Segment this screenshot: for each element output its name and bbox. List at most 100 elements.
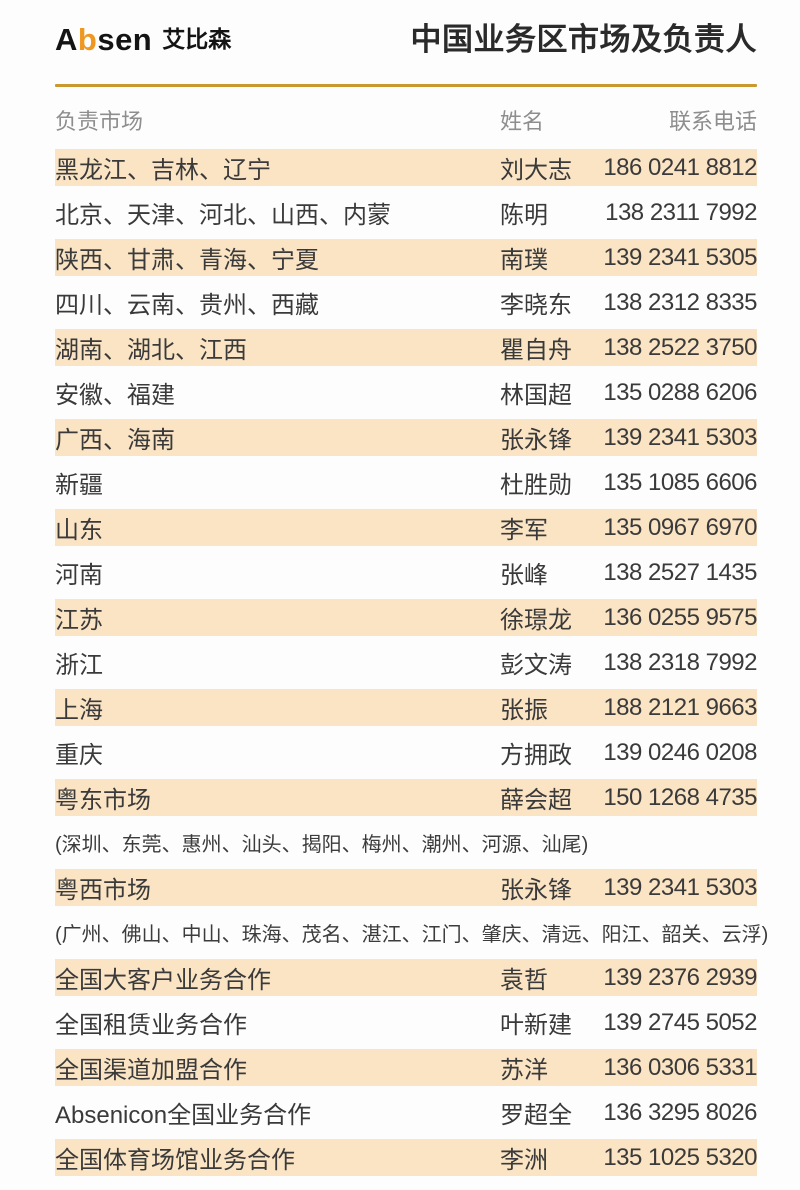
table-row: 粤西市场 张永锋 139 2341 5303 <box>55 869 758 906</box>
row-market-cell: 浙江 <box>55 652 103 679</box>
row-name-cell: 李晓东 <box>500 292 572 319</box>
row-phone-cell: 135 0967 6970 <box>603 513 757 541</box>
row-market-cell: 全国租赁业务合作 <box>55 1012 247 1039</box>
row-name-cell: 林国超 <box>500 382 572 409</box>
table-row: 粤东市场 薛会超 150 1268 4735 <box>55 779 758 816</box>
row-market-cell: 江苏 <box>55 607 103 634</box>
row-name-cell: 罗超全 <box>500 1102 572 1129</box>
row-market-cell: 河南 <box>55 562 103 589</box>
row-name-cell: 李军 <box>500 517 548 544</box>
table-row: 河南 张峰 138 2527 1435 <box>55 554 758 591</box>
row-phone-cell: 138 2522 3750 <box>603 333 757 361</box>
table-row: 陕西、甘肃、青海、宁夏 南璞 139 2341 5305 <box>55 239 758 276</box>
brand-bar: Absen 艾比森 中国业务区市场及负责人 <box>55 0 757 60</box>
table-note-row: (广州、佛山、中山、珠海、茂名、湛江、江门、肇庆、清远、阳江、韶关、云浮) <box>55 914 768 951</box>
row-phone-cell: 139 2341 5303 <box>603 423 757 451</box>
row-phone-cell: 135 1025 5320 <box>603 1143 757 1171</box>
table-row: 浙江 彭文涛 138 2318 7992 <box>55 644 758 681</box>
table-row: 全国租赁业务合作 叶新建 139 2745 5052 <box>55 1004 758 1041</box>
row-market-cell: 湖南、湖北、江西 <box>55 337 247 364</box>
table-row: 广西、海南 张永锋 139 2341 5303 <box>55 419 758 456</box>
row-phone-cell: 139 2341 5303 <box>603 873 757 901</box>
absen-logo-chinese: 艾比森 <box>162 25 232 52</box>
table-row: 黑龙江、吉林、辽宁 刘大志 186 0241 8812 <box>55 149 758 186</box>
row-market-cell: 广西、海南 <box>55 427 175 454</box>
row-phone-cell: 150 1268 4735 <box>603 783 757 811</box>
row-market-cell: 上海 <box>55 697 103 724</box>
row-phone-cell: 139 2376 2939 <box>603 963 757 991</box>
logo-letter-b-orange: b <box>77 21 98 57</box>
page-title: 中国业务区市场及负责人 <box>410 21 757 57</box>
column-header-name: 姓名 <box>500 109 545 134</box>
row-market-cell: 安徽、福建 <box>55 382 175 409</box>
row-name-cell: 陈明 <box>500 202 548 229</box>
row-name-cell: 张峰 <box>500 562 548 589</box>
row-name-cell: 苏洋 <box>500 1057 548 1084</box>
logo-letters-sen: sen <box>97 21 153 57</box>
row-name-cell: 方拥政 <box>500 742 572 769</box>
row-market-cell: 粤西市场 <box>55 877 151 904</box>
table-row: 北京、天津、河北、山西、内蒙 陈明 138 2311 7992 <box>55 194 758 231</box>
row-phone-cell: 186 0241 8812 <box>603 153 757 181</box>
row-market-cell: 山东 <box>55 517 103 544</box>
row-phone-cell: 139 2745 5052 <box>603 1008 757 1036</box>
row-name-cell: 南璞 <box>500 247 548 274</box>
row-name-cell: 瞿自舟 <box>500 337 572 364</box>
row-name-cell: 徐璟龙 <box>500 607 572 634</box>
row-name-cell: 刘大志 <box>500 157 572 184</box>
row-phone-cell: 138 2318 7992 <box>603 648 757 676</box>
column-header-market: 负责市场 <box>55 109 144 134</box>
row-market-cell: 陕西、甘肃、青海、宁夏 <box>55 247 319 274</box>
row-phone-cell: 188 2121 9663 <box>603 693 757 721</box>
row-name-cell: 薛会超 <box>500 787 572 814</box>
row-market-cell: Absenicon全国业务合作 <box>55 1102 312 1129</box>
table-row: 安徽、福建 林国超 135 0288 6206 <box>55 374 758 411</box>
row-name-cell: 杜胜勋 <box>500 472 572 499</box>
table-row: 山东 李军 135 0967 6970 <box>55 509 758 546</box>
row-market-cell: 新疆 <box>55 472 103 499</box>
row-name-cell: 李洲 <box>500 1147 548 1174</box>
row-name-cell: 张振 <box>500 697 548 724</box>
row-phone-cell: 138 2311 7992 <box>605 198 757 226</box>
row-phone-cell: 138 2527 1435 <box>603 558 757 586</box>
absen-logo-wordmark: Absen <box>55 24 152 55</box>
absen-logo: Absen 艾比森 <box>55 24 231 55</box>
row-market-cell: 全国渠道加盟合作 <box>55 1057 247 1084</box>
note-cities-text: (广州、佛山、中山、珠海、茂名、湛江、江门、肇庆、清远、阳江、韶关、云浮) <box>55 924 769 946</box>
row-name-cell: 袁哲 <box>500 967 548 994</box>
row-market-cell: 四川、云南、贵州、西藏 <box>55 292 319 319</box>
column-header-phone: 联系电话 <box>668 109 757 134</box>
row-market-cell: 粤东市场 <box>55 787 151 814</box>
row-phone-cell: 136 0255 9575 <box>603 603 757 631</box>
table-row: 湖南、湖北、江西 瞿自舟 138 2522 3750 <box>55 329 758 366</box>
table-row: 上海 张振 188 2121 9663 <box>55 689 758 726</box>
row-phone-cell: 135 0288 6206 <box>603 378 757 406</box>
gold-divider-line <box>55 84 757 87</box>
row-market-cell: 北京、天津、河北、山西、内蒙 <box>55 202 391 229</box>
row-phone-cell: 138 2312 8335 <box>603 288 757 316</box>
table-body: 黑龙江、吉林、辽宁 刘大志 186 0241 8812 北京、天津、河北、山西、… <box>55 149 768 1176</box>
row-phone-cell: 136 0306 5331 <box>603 1053 757 1081</box>
note-cities-text: (深圳、东莞、惠州、汕头、揭阳、梅州、潮州、河源、汕尾) <box>55 834 589 856</box>
row-market-cell: 全国体育场馆业务合作 <box>55 1147 295 1174</box>
row-phone-cell: 139 2341 5305 <box>603 243 757 271</box>
table-row: 全国大客户业务合作 袁哲 139 2376 2939 <box>55 959 758 996</box>
table-row: 重庆 方拥政 139 0246 0208 <box>55 734 758 771</box>
row-phone-cell: 136 3295 8026 <box>603 1098 757 1126</box>
row-phone-cell: 135 1085 6606 <box>603 468 757 496</box>
row-name-cell: 叶新建 <box>500 1012 572 1039</box>
logo-letter-a: A <box>55 21 78 57</box>
table-row: Absenicon全国业务合作 罗超全 136 3295 8026 <box>55 1094 758 1131</box>
row-phone-cell: 139 0246 0208 <box>603 738 757 766</box>
table-row: 新疆 杜胜勋 135 1085 6606 <box>55 464 758 501</box>
row-name-cell: 张永锋 <box>500 427 572 454</box>
row-name-cell: 彭文涛 <box>500 652 572 679</box>
row-market-cell: 黑龙江、吉林、辽宁 <box>55 157 271 184</box>
table-row: 四川、云南、贵州、西藏 李晓东 138 2312 8335 <box>55 284 758 321</box>
row-market-cell: 全国大客户业务合作 <box>55 967 271 994</box>
table-note-row: (深圳、东莞、惠州、汕头、揭阳、梅州、潮州、河源、汕尾) <box>55 824 757 861</box>
table-row: 全国体育场馆业务合作 李洲 135 1025 5320 <box>55 1139 758 1176</box>
table-row: 全国渠道加盟合作 苏洋 136 0306 5331 <box>55 1049 758 1086</box>
row-market-cell: 重庆 <box>55 742 103 769</box>
